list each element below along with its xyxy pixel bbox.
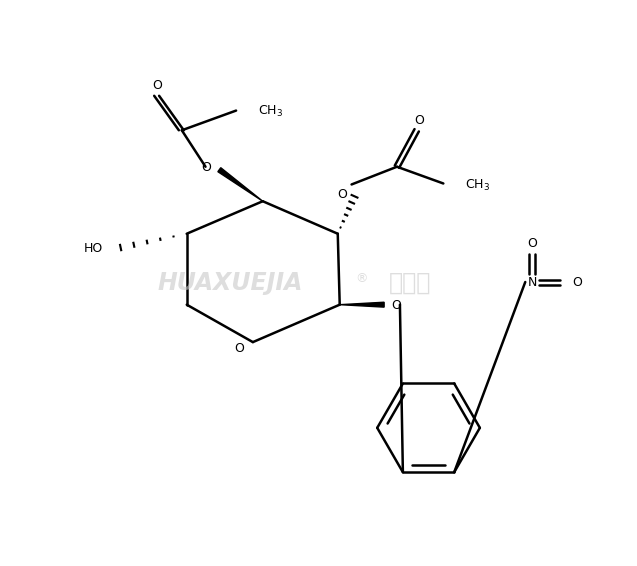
Text: 化学加: 化学加	[389, 271, 431, 295]
Text: O: O	[234, 341, 244, 354]
Text: HO: HO	[83, 242, 103, 255]
Text: O: O	[415, 114, 425, 127]
Text: O: O	[391, 299, 401, 312]
Text: O: O	[337, 188, 347, 201]
Text: ®: ®	[355, 272, 368, 285]
Text: O: O	[201, 161, 211, 174]
Text: HUAXUEJIA: HUAXUEJIA	[157, 271, 303, 295]
Text: O: O	[527, 237, 537, 250]
Text: O: O	[152, 79, 162, 92]
Text: O: O	[573, 276, 582, 289]
Text: N: N	[527, 276, 537, 289]
Polygon shape	[340, 302, 384, 307]
Polygon shape	[218, 168, 262, 201]
Text: CH$_3$: CH$_3$	[465, 178, 490, 193]
Text: CH$_3$: CH$_3$	[258, 104, 283, 119]
